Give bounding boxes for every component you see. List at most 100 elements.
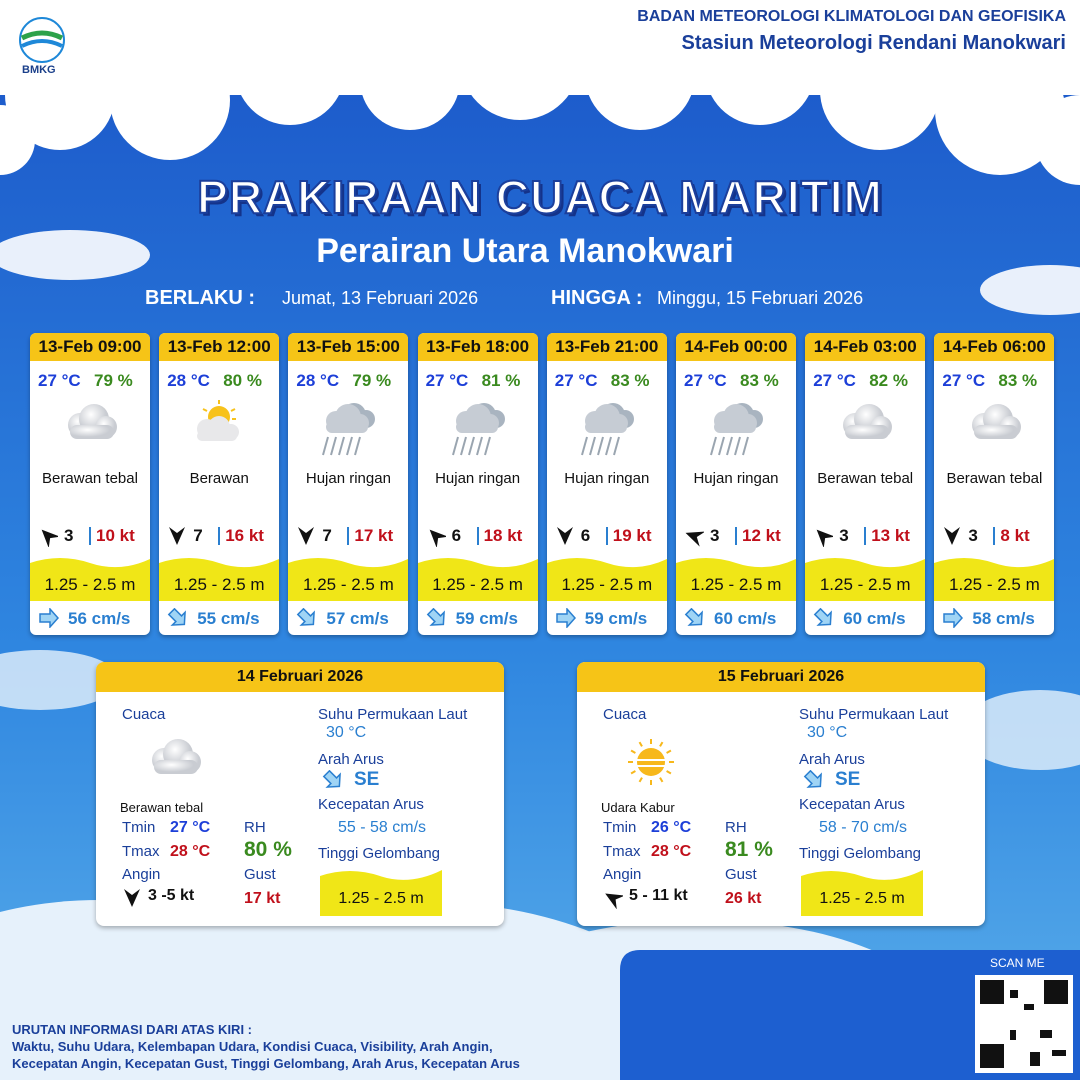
wave-band [801, 870, 923, 916]
panel-gust: 17 kt [244, 890, 281, 907]
forecast-card: 14-Feb 03:00 27 °C 82 % Berawan tebal 3 13 kt… [805, 333, 926, 635]
panel-weather: Udara Kabur [601, 800, 675, 815]
valid-to: Minggu, 15 Februari 2026 [657, 288, 864, 308]
label: Arah Arus [318, 751, 384, 768]
panel-wave: 1.25 - 2.5 m [819, 890, 905, 907]
wind-arrow [124, 889, 140, 907]
card-time: 13-Feb 15:00 [288, 333, 409, 361]
panel-wind: 5 - 11 kt [629, 887, 688, 904]
label: Tmax [122, 843, 160, 860]
weather-icon [68, 404, 117, 439]
label: Tmax [603, 843, 641, 860]
card-wave: 1.25 - 2.5 m [432, 575, 523, 594]
panel-tmax: 28 °C [170, 843, 211, 860]
card-current: 59 cm/s [584, 609, 648, 628]
separator [476, 527, 479, 545]
current-arrow [556, 608, 576, 628]
wave-band [805, 558, 926, 601]
card-wind: 3 [710, 526, 720, 545]
wind-arrow [298, 527, 315, 545]
weather-icon [152, 739, 201, 774]
card-gust: 12 kt [742, 526, 781, 545]
label: RH [725, 819, 747, 836]
card-gust: 19 kt [612, 526, 652, 545]
valid-from: Jumat, 13 Februari 2026 [282, 288, 479, 308]
card-wind: 3 [64, 526, 74, 545]
panel-speed: 58 - 70 cm/s [819, 819, 908, 836]
card-temp: 27 °C [554, 371, 598, 390]
card-rh: 83 % [740, 371, 779, 390]
card-rh: 82 % [869, 371, 908, 390]
label: Kecepatan Arus [318, 796, 424, 813]
panel-dir: SE [354, 769, 380, 790]
card-wave: 1.25 - 2.5 m [44, 575, 136, 594]
card-time: 13-Feb 18:00 [417, 333, 538, 361]
card-time: 14-Feb 06:00 [934, 333, 1055, 361]
label: RH [244, 819, 266, 836]
wave-band [159, 558, 280, 601]
label: Cuaca [122, 706, 166, 723]
card-current: 60 cm/s [714, 609, 777, 628]
panel-tmax: 28 °C [651, 843, 692, 860]
card-wind: 7 [193, 526, 203, 545]
card-temp: 27 °C [813, 371, 856, 390]
forecast-card: 13-Feb 15:00 28 °C 79 % Hujan ringan 7 17 kt 1… [288, 333, 409, 635]
card-rh: 79 % [94, 371, 133, 390]
daily-panel: 14 Februari 2026 Cuaca Berawan tebal Tmin 27… [96, 662, 504, 926]
current-arrow [803, 770, 822, 788]
card-temp: 28 °C [296, 371, 340, 390]
card-time: 13-Feb 09:00 [30, 333, 150, 361]
card-time: 13-Feb 21:00 [546, 333, 667, 361]
card-temp: 27 °C [684, 371, 727, 390]
label: Suhu Permukaan Laut [318, 706, 468, 723]
label: Cuaca [603, 706, 647, 723]
panel-dir: SE [835, 769, 861, 790]
separator [347, 527, 350, 545]
card-current: 59 cm/s [455, 609, 518, 628]
card-temp: 27 °C [38, 371, 81, 390]
card-wind: 6 [580, 526, 591, 545]
panel-wave: 1.25 - 2.5 m [338, 890, 424, 907]
card-gust: 10 kt [96, 526, 135, 545]
daily-panel: 15 Februari 2026 Cuaca Udara Kabur Tmin 26 °… [577, 662, 985, 926]
card-wind: 7 [322, 526, 332, 545]
weather-icon [628, 739, 674, 785]
card-temp: 27 °C [425, 371, 469, 390]
card-weather: Berawan tebal [946, 470, 1043, 487]
card-time: 14-Feb 00:00 [676, 333, 796, 361]
current-arrow [167, 608, 187, 626]
station-name: Stasiun Meteorologi Rendani Manokwari [681, 32, 1067, 54]
card-time: 13-Feb 12:00 [159, 333, 280, 361]
separator [864, 527, 867, 545]
weather-icon [843, 404, 893, 439]
label: Suhu Permukaan Laut [799, 706, 949, 723]
panel-weather: Berawan tebal [120, 800, 204, 815]
card-weather: Hujan ringan [435, 470, 521, 487]
wave-band [934, 558, 1055, 601]
separator [605, 527, 608, 545]
weather-icon [972, 404, 1022, 439]
wind-arrow [169, 527, 186, 545]
footer-line: Waktu, Suhu Udara, Kelembapan Udara, Kon… [12, 1039, 493, 1054]
card-rh: 81 % [481, 371, 521, 390]
card-rh: 83 % [998, 371, 1038, 390]
card-weather: Hujan ringan [564, 470, 650, 487]
label: Angin [603, 866, 642, 883]
weather-icon [451, 403, 505, 456]
wave-band [288, 558, 409, 601]
scan-label: SCAN ME [990, 956, 1045, 970]
label: Kecepatan Arus [799, 796, 905, 813]
forecast-card: 13-Feb 12:00 28 °C 80 % Berawan 7 16 kt 1.25 -… [159, 333, 280, 635]
card-gust: 18 kt [483, 526, 523, 545]
forecast-card: 13-Feb 18:00 27 °C 81 % Hujan ringan 6 18 kt 1… [417, 333, 538, 635]
separator [993, 527, 996, 545]
card-gust: 16 kt [225, 526, 264, 545]
panel-date: 15 Februari 2026 [577, 662, 985, 692]
card-weather: Berawan [189, 470, 249, 487]
card-gust: 8 kt [1000, 526, 1030, 545]
label: Angin [122, 866, 161, 883]
wave-band [546, 558, 667, 601]
footer-heading: URUTAN INFORMASI DARI ATAS KIRI : [12, 1022, 252, 1037]
weather-icon [322, 403, 376, 456]
